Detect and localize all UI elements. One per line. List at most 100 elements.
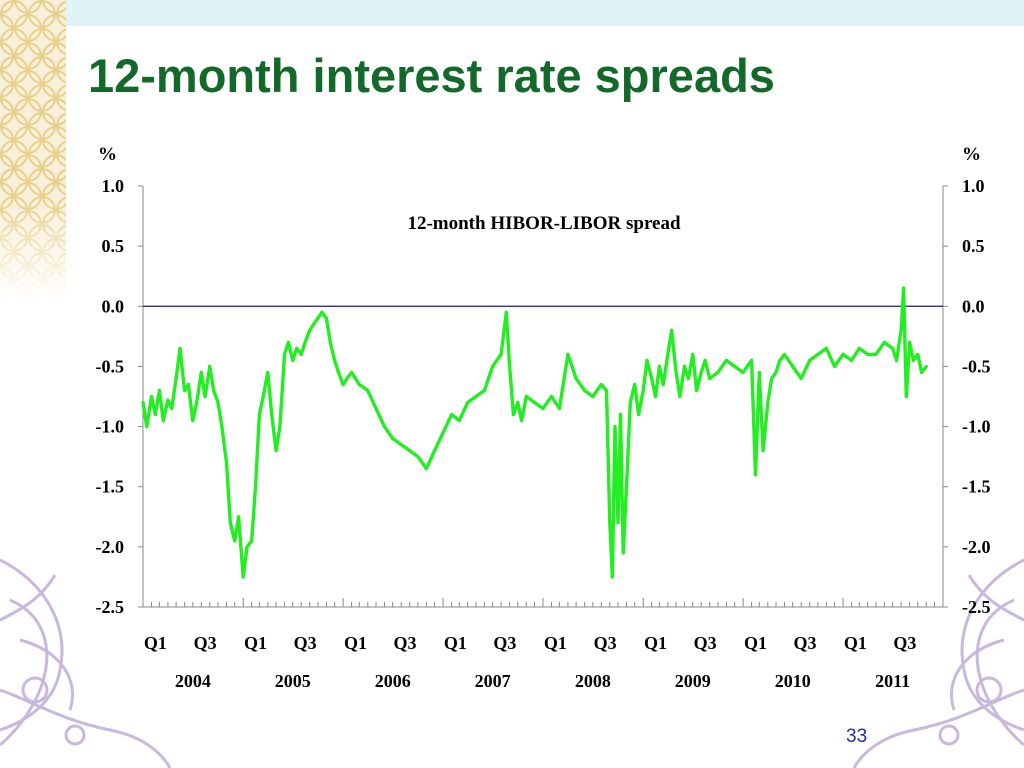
right-y-tick-label: -2.5 <box>962 597 991 617</box>
data-point <box>324 316 329 320</box>
x-quarter-label: Q3 <box>394 633 417 653</box>
data-point <box>341 382 345 387</box>
data-point <box>904 394 908 399</box>
data-point <box>770 376 774 381</box>
data-point <box>286 340 290 344</box>
data-point <box>920 370 924 375</box>
data-point <box>416 455 420 459</box>
right-y-tick-label: -0.5 <box>962 356 991 376</box>
data-point <box>507 364 512 369</box>
data-point <box>716 370 720 375</box>
data-point <box>449 412 454 417</box>
data-point <box>613 424 617 429</box>
data-point <box>294 346 299 350</box>
data-point <box>924 364 928 369</box>
data-point <box>691 352 695 356</box>
data-point <box>228 521 232 525</box>
data-point <box>336 370 341 375</box>
data-point <box>374 406 378 411</box>
data-point <box>808 358 812 363</box>
data-point <box>212 388 216 393</box>
x-quarter-label: Q3 <box>794 633 817 653</box>
data-point <box>686 376 690 381</box>
data-point <box>303 340 307 344</box>
data-point <box>482 388 487 393</box>
data-point <box>328 340 332 344</box>
right-y-tick-label: -1.0 <box>962 417 991 437</box>
data-point <box>653 394 658 399</box>
left-y-tick-label: -1.0 <box>96 417 125 437</box>
data-point <box>621 551 625 555</box>
data-point <box>250 539 254 543</box>
data-point <box>724 358 729 363</box>
data-point <box>849 358 854 363</box>
data-point <box>816 352 820 356</box>
data-point <box>541 406 545 411</box>
data-point <box>901 286 906 290</box>
data-point <box>799 376 803 381</box>
data-point <box>857 346 861 350</box>
data-point <box>674 370 678 375</box>
data-point <box>170 406 174 411</box>
data-point <box>291 358 295 363</box>
data-point <box>186 382 191 387</box>
data-point <box>703 358 707 363</box>
x-quarter-label: Q1 <box>444 633 467 653</box>
data-point <box>161 418 165 423</box>
data-point <box>466 400 470 405</box>
data-point <box>299 352 303 356</box>
data-point <box>604 388 609 393</box>
x-quarter-label: Q3 <box>594 633 617 653</box>
data-point <box>183 388 187 393</box>
data-point <box>457 418 461 423</box>
data-point <box>408 449 412 453</box>
data-point <box>916 352 920 356</box>
data-point <box>633 382 637 387</box>
data-point <box>199 370 203 375</box>
data-point <box>761 449 765 453</box>
data-point <box>791 364 795 369</box>
data-point <box>824 346 828 350</box>
x-quarter-label: Q1 <box>244 633 267 653</box>
data-point <box>432 449 437 453</box>
x-quarter-label: Q3 <box>194 633 217 653</box>
slide-title: 12-month interest rate spreads <box>88 49 775 102</box>
page-number: 33 <box>846 726 868 747</box>
data-point <box>733 364 737 369</box>
x-year-label: 2007 <box>475 671 511 691</box>
data-point <box>832 364 837 369</box>
data-point <box>499 352 503 356</box>
series-line <box>141 286 928 579</box>
data-point <box>682 364 687 369</box>
data-point <box>753 473 758 477</box>
x-quarter-label: Q1 <box>144 633 167 653</box>
data-point <box>899 328 903 332</box>
x-year-label: 2010 <box>775 671 811 691</box>
top-stripe <box>0 0 1024 26</box>
x-quarter-label: Q3 <box>493 633 516 653</box>
data-point <box>504 310 508 314</box>
x-quarter-label: Q3 <box>893 633 916 653</box>
right-y-tick-label: -1.5 <box>962 477 991 497</box>
data-point <box>203 394 207 399</box>
x-quarter-labels: Q1 Q3 Q1 Q3 Q1 Q3 Q1 Q3 Q1 Q3 Q1 Q3 Q1 Q3 Q1 Q3 <box>144 633 917 653</box>
data-point <box>661 382 665 387</box>
x-quarter-label: Q1 <box>644 633 667 653</box>
data-point <box>145 424 149 429</box>
x-year-label: 2011 <box>875 671 910 691</box>
data-point <box>441 430 445 435</box>
data-point <box>153 412 157 417</box>
data-point <box>628 400 632 405</box>
corner-ornament-bottom-right <box>852 558 1024 768</box>
left-y-tick-label: -0.5 <box>96 356 125 376</box>
data-point <box>641 388 645 393</box>
data-point <box>678 394 682 399</box>
data-point <box>618 412 623 417</box>
data-point <box>266 370 270 375</box>
data-point <box>616 521 620 525</box>
data-point <box>270 412 274 417</box>
data-point <box>699 370 703 375</box>
data-point <box>599 382 603 387</box>
data-point <box>220 424 224 429</box>
